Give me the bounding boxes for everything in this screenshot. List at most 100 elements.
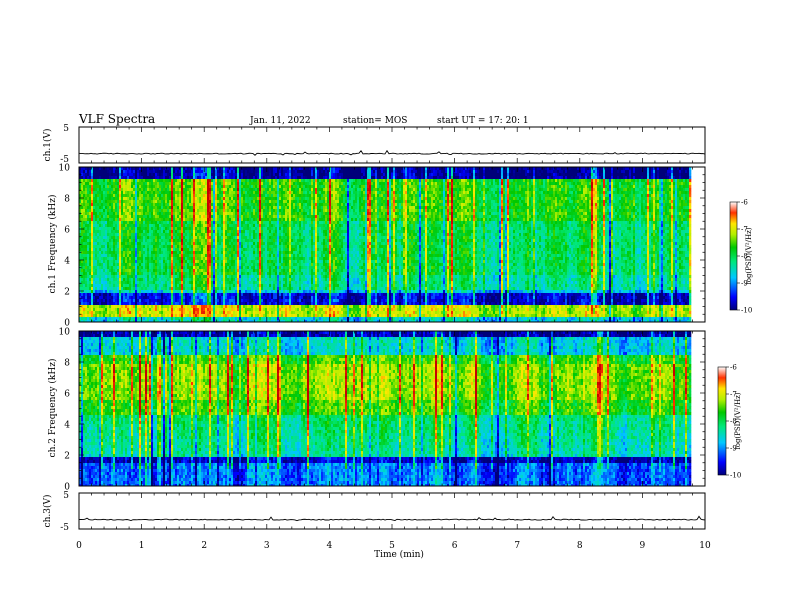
ch1-spectrogram-cell: [165, 245, 168, 249]
ch1-spectrogram-cell: [199, 287, 202, 291]
ch1-spectrogram-cell: [123, 197, 126, 201]
ch1-spectrogram-cell: [117, 317, 120, 321]
ch1-spectrogram-cell: [83, 224, 86, 228]
ch1-spectrogram-cell: [97, 257, 100, 261]
ch1-spectrogram-cell: [135, 212, 138, 216]
ch1-spectrogram-cell: [147, 203, 150, 207]
ch1-spectrogram-cell: [155, 179, 158, 183]
ch1-spectrogram-cell: [89, 263, 92, 267]
ch1-spectrogram-cell: [81, 242, 84, 246]
ch1-spectrogram-cell: [119, 260, 122, 264]
ch1-spectrogram-cell: [127, 233, 130, 237]
ch1-spectrogram-cell: [125, 242, 128, 246]
ch1-spectrogram-cell: [235, 272, 238, 276]
ch1-spectrogram-cell: [135, 227, 138, 231]
ch1-spectrogram-cell: [111, 230, 114, 234]
ch1-spectrogram-cell: [161, 254, 164, 258]
ch1-spectrogram-cell: [261, 188, 264, 192]
ch1-spectrogram-cell: [123, 248, 126, 252]
ch1-spectrogram-cell: [143, 176, 146, 180]
ch1-spectrogram-cell: [85, 290, 88, 294]
ch1-spectrogram-cell: [139, 230, 142, 234]
ch1-spectrogram-cell: [177, 266, 180, 270]
ch1-spectrogram-cell: [187, 254, 190, 258]
ch1-spectrogram-cell: [131, 227, 134, 231]
ch1-spectrogram-cell: [201, 305, 204, 309]
ch1-spectrogram-cell: [159, 242, 162, 246]
ch1-spectrogram-cell: [93, 263, 96, 267]
ch1-spectrogram-cell: [233, 170, 236, 174]
ch1-spectrogram-cell: [101, 299, 104, 303]
ch1-spectrogram-cell: [173, 248, 176, 252]
ch1-spectrogram-cell: [209, 173, 212, 177]
ch1-spectrogram-cell: [235, 176, 238, 180]
ch1-spectrogram-cell: [121, 188, 124, 192]
ch1-spectrogram-cell: [127, 170, 130, 174]
ch1-spectrogram-cell: [233, 302, 236, 306]
ch1-spectrogram-cell: [143, 170, 146, 174]
ch1-spectrogram-cell: [193, 320, 196, 322]
ch1-spectrogram-cell: [193, 170, 196, 174]
ch1-spectrogram-cell: [171, 206, 174, 210]
ch1-spectrogram-cell: [145, 221, 148, 225]
ch1-spectrogram-cell: [133, 275, 136, 279]
ch1-spectrogram-cell: [143, 275, 146, 279]
ch1-spectrogram-cell: [143, 227, 146, 231]
ch1-spectrogram-cell: [89, 173, 92, 177]
ch1-spectrogram-cell: [97, 182, 100, 186]
ch1-spectrogram-cell: [87, 239, 90, 243]
ch1-spectrogram-cell: [95, 191, 98, 195]
ch1-spectrogram-cell: [247, 167, 250, 171]
ch1-spectrogram-cell: [211, 203, 214, 207]
ch1-spectrogram-cell: [251, 320, 254, 322]
ch1-spectrogram-cell: [93, 236, 96, 240]
ch1-spectrogram-cell: [145, 317, 148, 321]
ch1-spectrogram-cell: [103, 248, 106, 252]
ch1-spectrogram-cell: [97, 209, 100, 213]
ch1-spectrogram-cell: [125, 320, 128, 322]
ch1-spectrogram-cell: [207, 266, 210, 270]
ch1-spectrogram-cell: [225, 305, 228, 309]
ch1-spectrogram-cell: [211, 221, 214, 225]
ch1-spectrogram-cell: [101, 233, 104, 237]
ch1-spectrogram-cell: [255, 302, 258, 306]
ch1-spectrogram-cell: [163, 188, 166, 192]
ch1-spectrogram-cell: [83, 182, 86, 186]
ch1-spectrogram-cell: [247, 197, 250, 201]
ch1-spectrogram-cell: [183, 170, 186, 174]
ch1-spectrogram-cell: [125, 305, 128, 309]
ch1-spectrogram-cell: [119, 212, 122, 216]
ch1-spectrogram-cell: [181, 197, 184, 201]
ch1-spectrogram-cell: [187, 293, 190, 297]
ch1-spectrogram-cell: [169, 269, 172, 273]
ch1-spectrogram-cell: [261, 281, 264, 285]
ch1-spectrogram-cell: [233, 287, 236, 291]
ch1-spectrogram-cell: [161, 251, 164, 255]
ch1-spectrogram-cell: [173, 254, 176, 258]
ch1-spectrogram-cell: [197, 245, 200, 249]
ch1-spectrogram-cell: [129, 218, 132, 222]
ch1-spectrogram-cell: [263, 302, 266, 306]
ch1-spectrogram-cell: [101, 275, 104, 279]
ch1-spectrogram-cell: [153, 221, 156, 225]
ch1-spectrogram-cell: [227, 299, 230, 303]
ch1-spectrogram-cell: [265, 251, 268, 255]
ch1-spectrogram-cell: [181, 239, 184, 243]
ch1-spectrogram-cell: [219, 209, 222, 213]
ch1-spectrogram-cell: [107, 263, 110, 267]
ch1-spectrogram-cell: [263, 299, 266, 303]
ch1-spectrogram-cell: [149, 236, 152, 240]
ch1-spectrogram-cell: [255, 242, 258, 246]
ch1-spectrogram-cell: [261, 263, 264, 267]
ch1-spectrogram-cell: [107, 305, 110, 309]
ch1-spectrogram-cell: [233, 173, 236, 177]
ch1-spectrogram-cell: [93, 284, 96, 288]
ch1-spectrogram-cell: [117, 173, 120, 177]
ch1-spectrogram-cell: [87, 197, 90, 201]
ch1-spectrogram-cell: [167, 263, 170, 267]
ch1-spectrogram-cell: [201, 266, 204, 270]
ch1-spectrogram-cell: [79, 182, 82, 186]
ch1-spectrogram-cell: [215, 173, 218, 177]
ch1-spectrogram-cell: [83, 176, 86, 180]
ch1-spectrogram-cell: [197, 275, 200, 279]
